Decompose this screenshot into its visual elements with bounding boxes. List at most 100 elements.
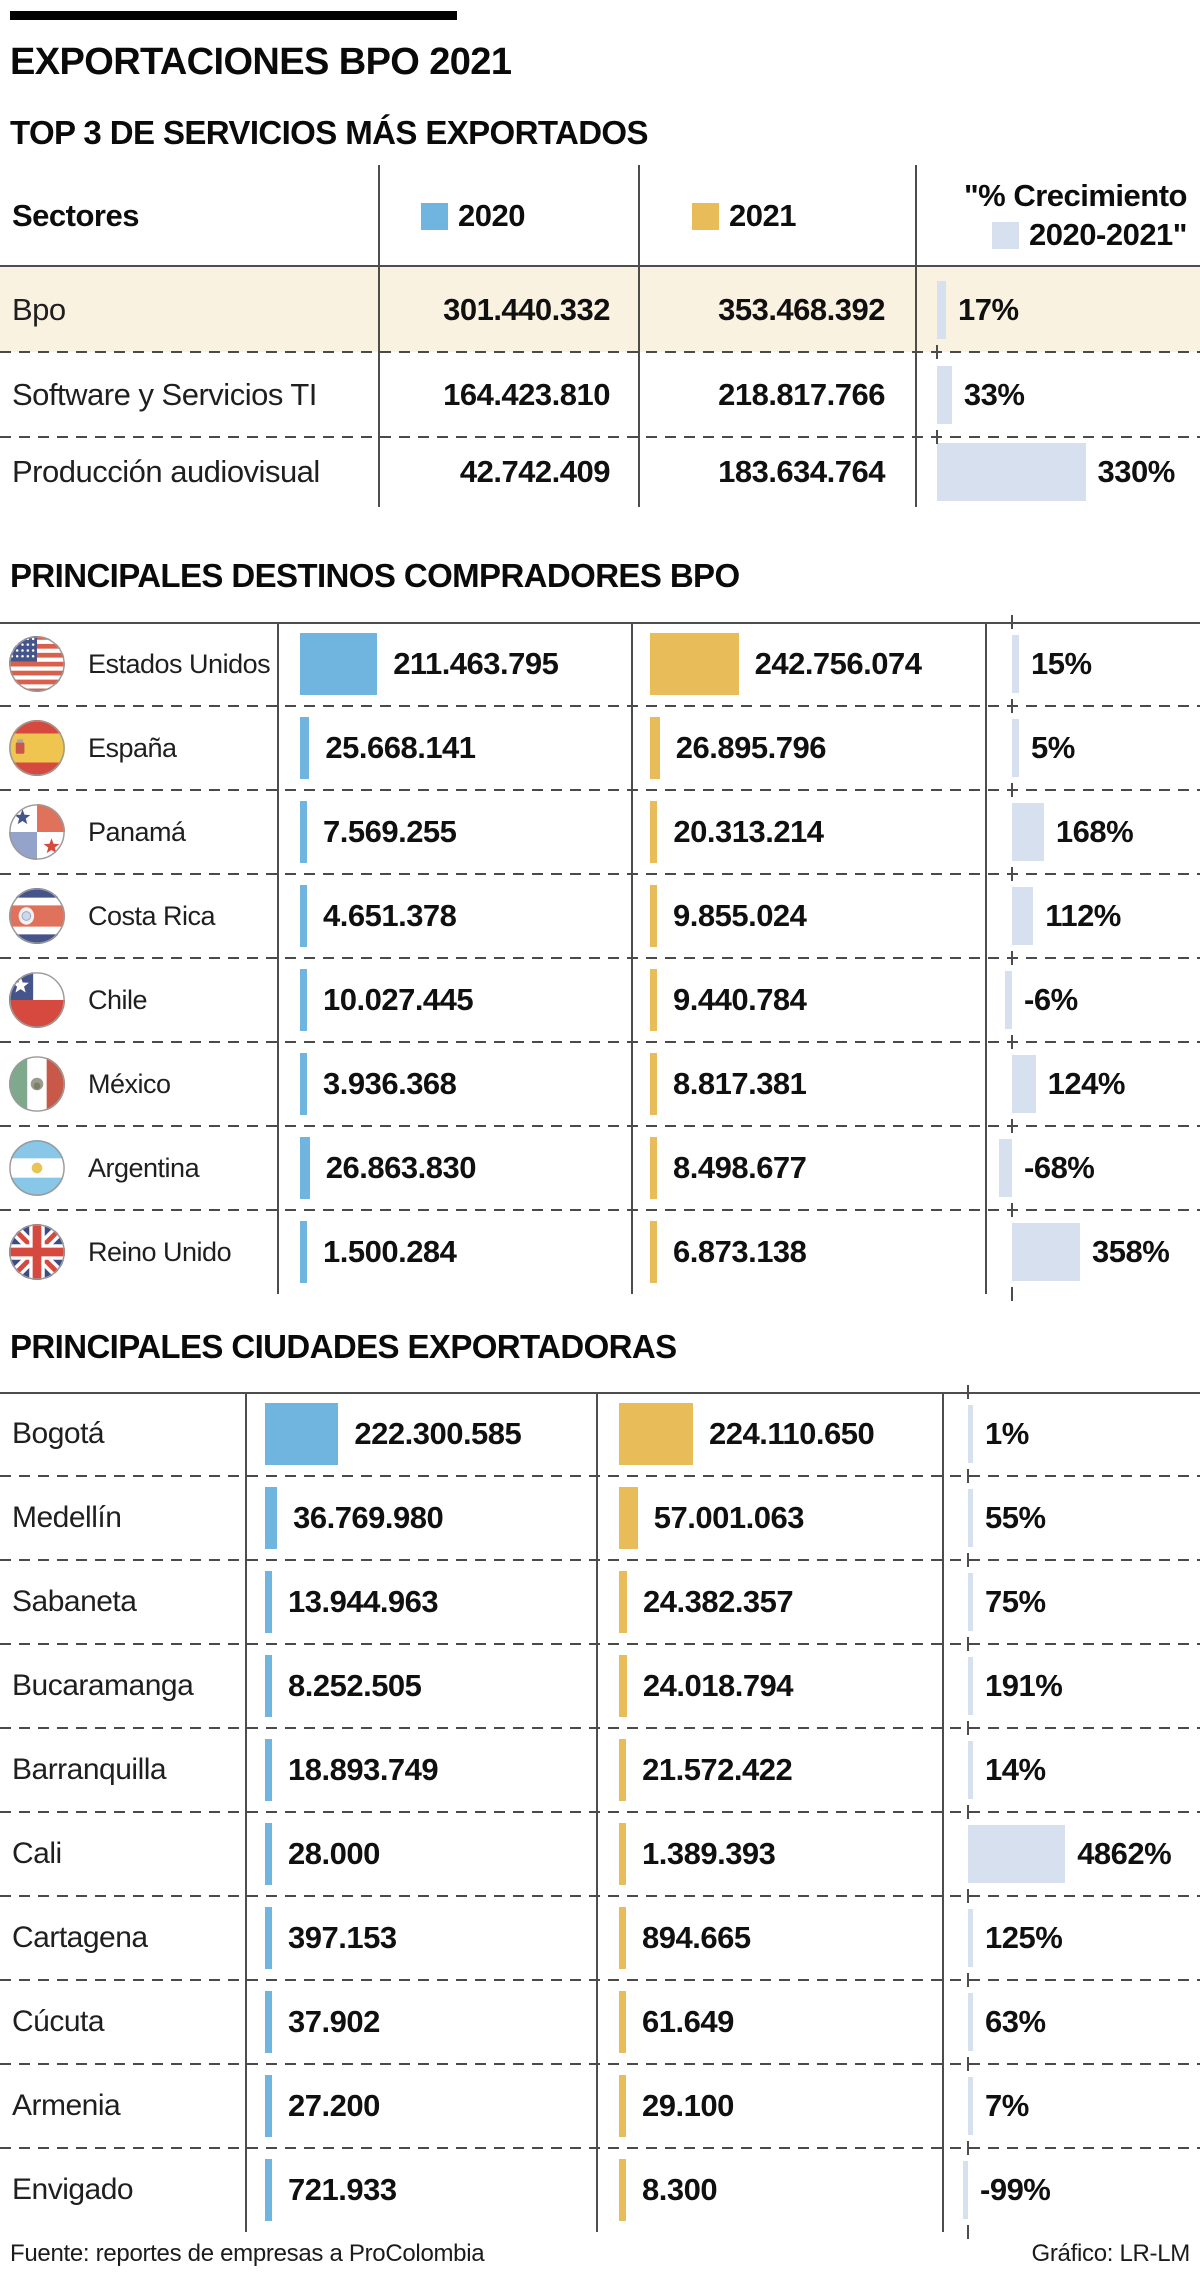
growth-value: 191% xyxy=(985,1668,1063,1703)
growth-axis-tick xyxy=(967,2141,969,2155)
legend-2020-label: 2020 xyxy=(458,198,525,233)
column-divider xyxy=(378,165,380,507)
growth-axis-tick xyxy=(1011,1035,1013,1049)
legend-2020: 2020 xyxy=(378,165,638,267)
value-2020-cell: 26.863.830 xyxy=(277,1126,631,1210)
growth-axis-tick xyxy=(1011,1203,1013,1217)
bar-2020 xyxy=(300,1137,310,1199)
table-row: Bpo 301.440.332 353.468.392 17% xyxy=(0,267,1200,352)
value-2021-cell: 24.018.794 xyxy=(596,1644,942,1728)
growth-value: 63% xyxy=(985,2004,1046,2039)
value-2020-cell: 42.742.409 xyxy=(378,437,638,507)
category-cell: Cali xyxy=(0,1812,245,1896)
growth-label-wrap: 17% xyxy=(958,267,1019,352)
value-2021: 20.313.214 xyxy=(673,814,824,849)
value-2021-cell: 218.817.766 xyxy=(638,352,915,437)
column-divider xyxy=(638,165,640,507)
growth-bar xyxy=(1012,1055,1036,1113)
row-separator xyxy=(0,873,1200,875)
value-2021-cell: 6.873.138 xyxy=(631,1210,985,1294)
growth-bar xyxy=(968,2077,973,2135)
growth-cell: 330% xyxy=(915,437,1200,507)
row-label: Bpo xyxy=(12,291,66,327)
table-row: España 25.668.141 26.895.796 5% xyxy=(0,706,1200,790)
growth-label-wrap: 330% xyxy=(1098,437,1176,507)
growth-axis-tick xyxy=(1011,1287,1013,1301)
growth-axis-tick xyxy=(936,345,938,359)
growth-value: 124% xyxy=(1047,1066,1126,1101)
category-cell: Cartagena xyxy=(0,1896,245,1980)
growth-value: 125% xyxy=(985,1920,1063,1955)
value-2021: 57.001.063 xyxy=(653,1500,805,1535)
growth-axis-tick xyxy=(967,1721,969,1735)
value-2020-cell: 8.252.505 xyxy=(245,1644,596,1728)
bar-2021 xyxy=(650,801,658,863)
growth-bar xyxy=(968,1909,973,1967)
growth-cell: 1% xyxy=(942,1392,1200,1476)
row-label: Chile xyxy=(88,984,148,1015)
value-2020: 28.000 xyxy=(288,1836,380,1871)
table-row: Panamá 7.569.255 20.313.214 168% xyxy=(0,790,1200,874)
value-2021: 24.018.794 xyxy=(642,1668,794,1703)
flag-mexico-icon xyxy=(8,1055,66,1113)
growth-axis-tick xyxy=(967,2225,969,2239)
country-cell: Reino Unido xyxy=(0,1210,277,1294)
value-2020-cell: 28.000 xyxy=(245,1812,596,1896)
legend-growth-line2: 2020-2021" xyxy=(992,216,1187,255)
bar-2021 xyxy=(619,1739,627,1801)
bar-2021 xyxy=(619,1991,626,2053)
category-cell: Armenia xyxy=(0,2064,245,2148)
bar-2020 xyxy=(265,1655,272,1717)
category-cell: Bpo xyxy=(0,267,378,352)
growth-label-wrap: 63% xyxy=(985,1980,1046,2064)
value-2021: 61.649 xyxy=(642,2004,734,2039)
growth-value: 17% xyxy=(958,291,1019,327)
value-2021: 224.110.650 xyxy=(709,1416,875,1451)
row-separator xyxy=(0,2063,1200,2065)
legend-growth-text2: 2020-2021" xyxy=(1029,217,1187,252)
table-row: Reino Unido 1.500.284 6.873.138 358% xyxy=(0,1210,1200,1294)
growth-bar xyxy=(1012,719,1019,777)
value-2020: 8.252.505 xyxy=(288,1668,422,1703)
growth-bar xyxy=(1012,887,1034,945)
country-cell: Estados Unidos xyxy=(0,622,277,706)
column-divider xyxy=(915,165,917,507)
bar-2021 xyxy=(650,1221,657,1283)
growth-axis-tick xyxy=(967,1385,969,1399)
category-cell: Sabaneta xyxy=(0,1560,245,1644)
growth-bar xyxy=(968,1825,1066,1883)
table-ciudades: Bogotá 222.300.585 224.110.650 1% Medellín 36… xyxy=(0,1385,1200,2239)
growth-value: 358% xyxy=(1092,1234,1170,1269)
value-2021: 21.572.422 xyxy=(642,1752,793,1787)
growth-label-wrap: 33% xyxy=(964,352,1025,437)
growth-cell: 33% xyxy=(915,352,1200,437)
growth-value: 1% xyxy=(985,1416,1029,1451)
section-heading-destinos: PRINCIPALES DESTINOS COMPRADORES BPO xyxy=(10,557,740,594)
row-label: Sabaneta xyxy=(12,1585,137,1618)
growth-cell: 7% xyxy=(942,2064,1200,2148)
growth-label-wrap: 112% xyxy=(1045,874,1121,958)
value-2020: 37.902 xyxy=(288,2004,380,2039)
value-2021: 218.817.766 xyxy=(718,376,885,412)
bar-2020 xyxy=(265,1403,339,1465)
value-2020: 18.893.749 xyxy=(288,1752,439,1787)
table-row: Sabaneta 13.944.963 24.382.357 75% xyxy=(0,1560,1200,1644)
row-label: Medellín xyxy=(12,1501,122,1534)
growth-bar xyxy=(968,1741,973,1799)
legend-2020-swatch xyxy=(421,202,448,230)
flag-espana-icon xyxy=(8,719,66,777)
legend-2021: 2021 xyxy=(638,165,915,267)
legend-growth-text1: "% Crecimiento xyxy=(963,178,1188,214)
value-2020-cell: 37.902 xyxy=(245,1980,596,2064)
table-destinos: Estados Unidos 211.463.795 242.756.074 15% E… xyxy=(0,615,1200,1301)
row-label: Barranquilla xyxy=(12,1753,167,1786)
row-separator xyxy=(0,1811,1200,1813)
growth-label-wrap: -68% xyxy=(1024,1126,1095,1210)
growth-cell: -6% xyxy=(985,958,1200,1042)
bar-2021 xyxy=(619,1907,626,1969)
bar-2020 xyxy=(265,1487,278,1549)
value-2020: 211.463.795 xyxy=(393,646,559,681)
value-2021: 24.382.357 xyxy=(643,1584,794,1619)
value-2020-cell: 18.893.749 xyxy=(245,1728,596,1812)
value-2021-cell: 242.756.074 xyxy=(631,622,985,706)
